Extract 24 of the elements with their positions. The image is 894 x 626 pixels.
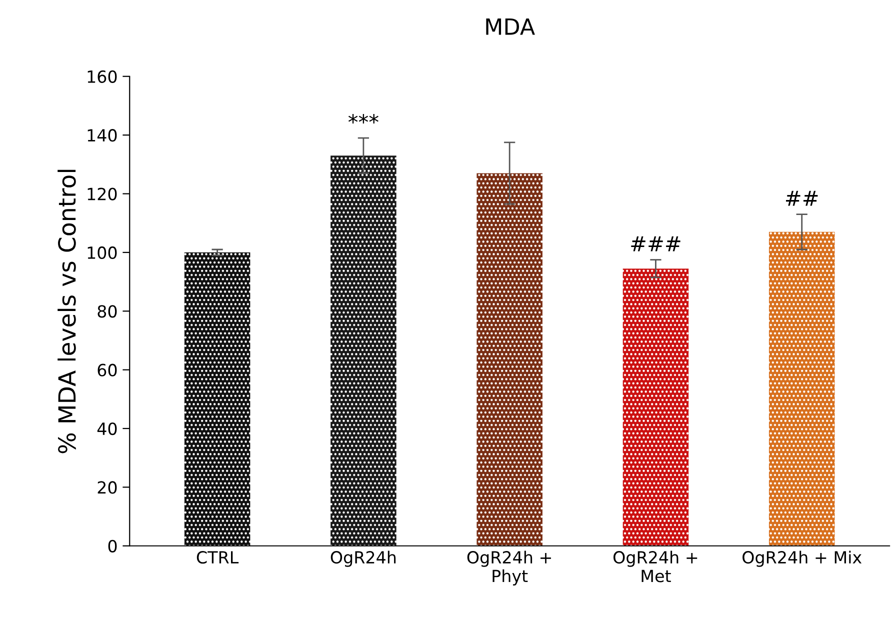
y-tick-label: 20: [98, 481, 117, 494]
bar: [476, 173, 542, 546]
chart-title: MDA: [486, 18, 535, 35]
y-tick-label: 60: [98, 364, 117, 376]
y-axis-title: % MDA levels vs Control: [58, 170, 76, 454]
y-tick-label: 120: [88, 188, 117, 200]
bar: [768, 232, 835, 546]
x-tick-label: CTRL: [196, 551, 239, 564]
x-tick-label: OgR24h + Mix: [742, 550, 862, 567]
y-tick-label: 0: [108, 540, 117, 552]
annotation: ###: [631, 236, 680, 252]
y-tick-label: 40: [97, 422, 117, 436]
y-tick-label: 80: [98, 305, 117, 318]
y-tick-label: 160: [88, 70, 117, 83]
bar: [330, 156, 396, 546]
bar: [622, 268, 689, 546]
x-tick-label: OgR24h: [330, 550, 396, 567]
y-tick-label: 100: [88, 246, 117, 260]
annotation: ***: [348, 114, 378, 124]
y-tick-label: 140: [88, 129, 117, 142]
bar: [184, 252, 250, 546]
annotation: ##: [786, 190, 818, 206]
x-tick-label: OgR24h + Phyt: [467, 550, 551, 586]
x-tick-label: OgR24h + Met: [613, 550, 698, 582]
